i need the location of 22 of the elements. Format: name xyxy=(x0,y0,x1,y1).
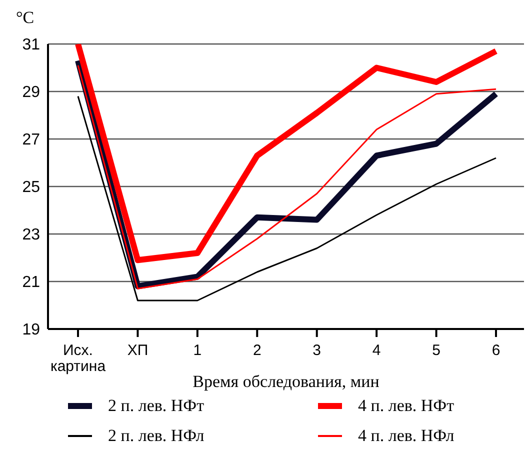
y-tick-label: 25 xyxy=(22,179,40,196)
legend-label: 2 п. лев. НФл xyxy=(108,426,204,446)
x-tick-label: ХП xyxy=(127,342,148,359)
y-tick-label: 19 xyxy=(22,322,40,339)
y-axis-title: °C xyxy=(16,8,34,28)
x-tick-label: 4 xyxy=(372,342,381,359)
y-tick-label: 27 xyxy=(22,132,40,149)
y-tick-label: 23 xyxy=(22,226,40,244)
y-tick-label: 29 xyxy=(22,84,40,102)
x-tick-label: 3 xyxy=(312,342,322,359)
x-tick-label: Исх. картина xyxy=(50,342,106,375)
x-axis-title: Время обследования, мин xyxy=(192,372,380,391)
legend-label: 2 п. лев. НФт xyxy=(108,396,204,416)
legend-label: 4 п. лев. НФл xyxy=(358,426,454,446)
y-tick-label: 31 xyxy=(22,36,40,54)
line-series xyxy=(77,96,497,302)
y-tick-label: 21 xyxy=(22,274,40,292)
x-tick-label: 2 xyxy=(252,342,262,359)
x-tick-label: 1 xyxy=(193,342,202,359)
legend-label: 4 п. лев. НФт xyxy=(358,396,454,416)
x-tick-label: 6 xyxy=(492,342,500,359)
x-tick-label: 5 xyxy=(432,342,440,359)
